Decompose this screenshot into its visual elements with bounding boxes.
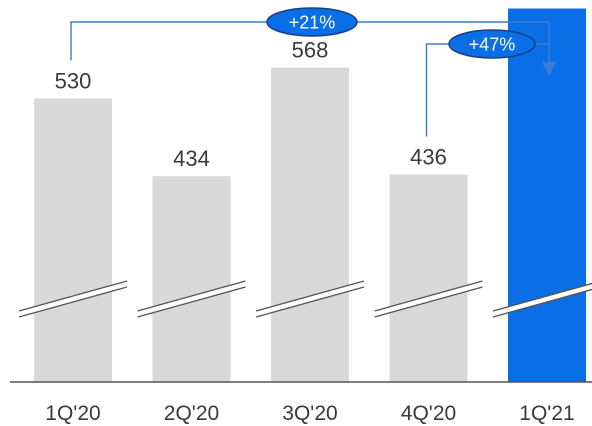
growth-pill-2 [448,29,536,59]
axis-breaks-layer [18,280,592,318]
bar-2q-20 [152,176,231,382]
category-labels-layer: 1Q'20 2Q'20 3Q'20 4Q'20 1Q'21 [45,402,574,425]
value-labels-layer: 530 434 568 436 641 [55,0,566,171]
category-label-1q-20: 1Q'20 [45,402,100,425]
growth-label-1: +21% [289,13,336,33]
arrowhead-icon [542,62,556,76]
value-label-3q-20: 568 [292,38,329,63]
value-label-4q-20: 436 [410,145,447,170]
axis-break-line [18,286,128,318]
axis-break-band [141,282,242,316]
axis-break-band [497,283,592,316]
annotations-layer: +21% +47% [70,7,556,137]
category-label-3q-20: 3Q'20 [282,402,337,425]
value-label-2q-20: 434 [173,146,210,171]
axis-break-line [492,288,592,318]
axis-break-line [255,280,365,312]
growth-pill-1 [266,7,358,37]
axis-break-line [137,280,246,312]
axis-break-line [492,282,592,312]
axis-break-line [374,286,483,318]
growth-label-2: +47% [469,35,516,55]
axis-break-line [374,280,483,312]
value-label-1q-20: 530 [55,68,92,93]
category-label-2q-20: 2Q'20 [164,402,219,425]
axis-break-band [378,282,479,316]
bars-layer [34,8,586,382]
axis-break-line [18,280,128,312]
bar-3q-20 [271,67,349,382]
axis-break-line [255,286,365,318]
bar-4q-20 [389,174,468,382]
axis-break-line [137,286,246,318]
axis-break-band [23,282,123,316]
category-label-1q-21: 1Q'21 [519,402,574,425]
bar-1q-20 [34,98,112,382]
value-label-1q-21: 641 [529,0,566,4]
category-label-4q-20: 4Q'20 [401,402,456,425]
axis-break-band [260,282,360,316]
